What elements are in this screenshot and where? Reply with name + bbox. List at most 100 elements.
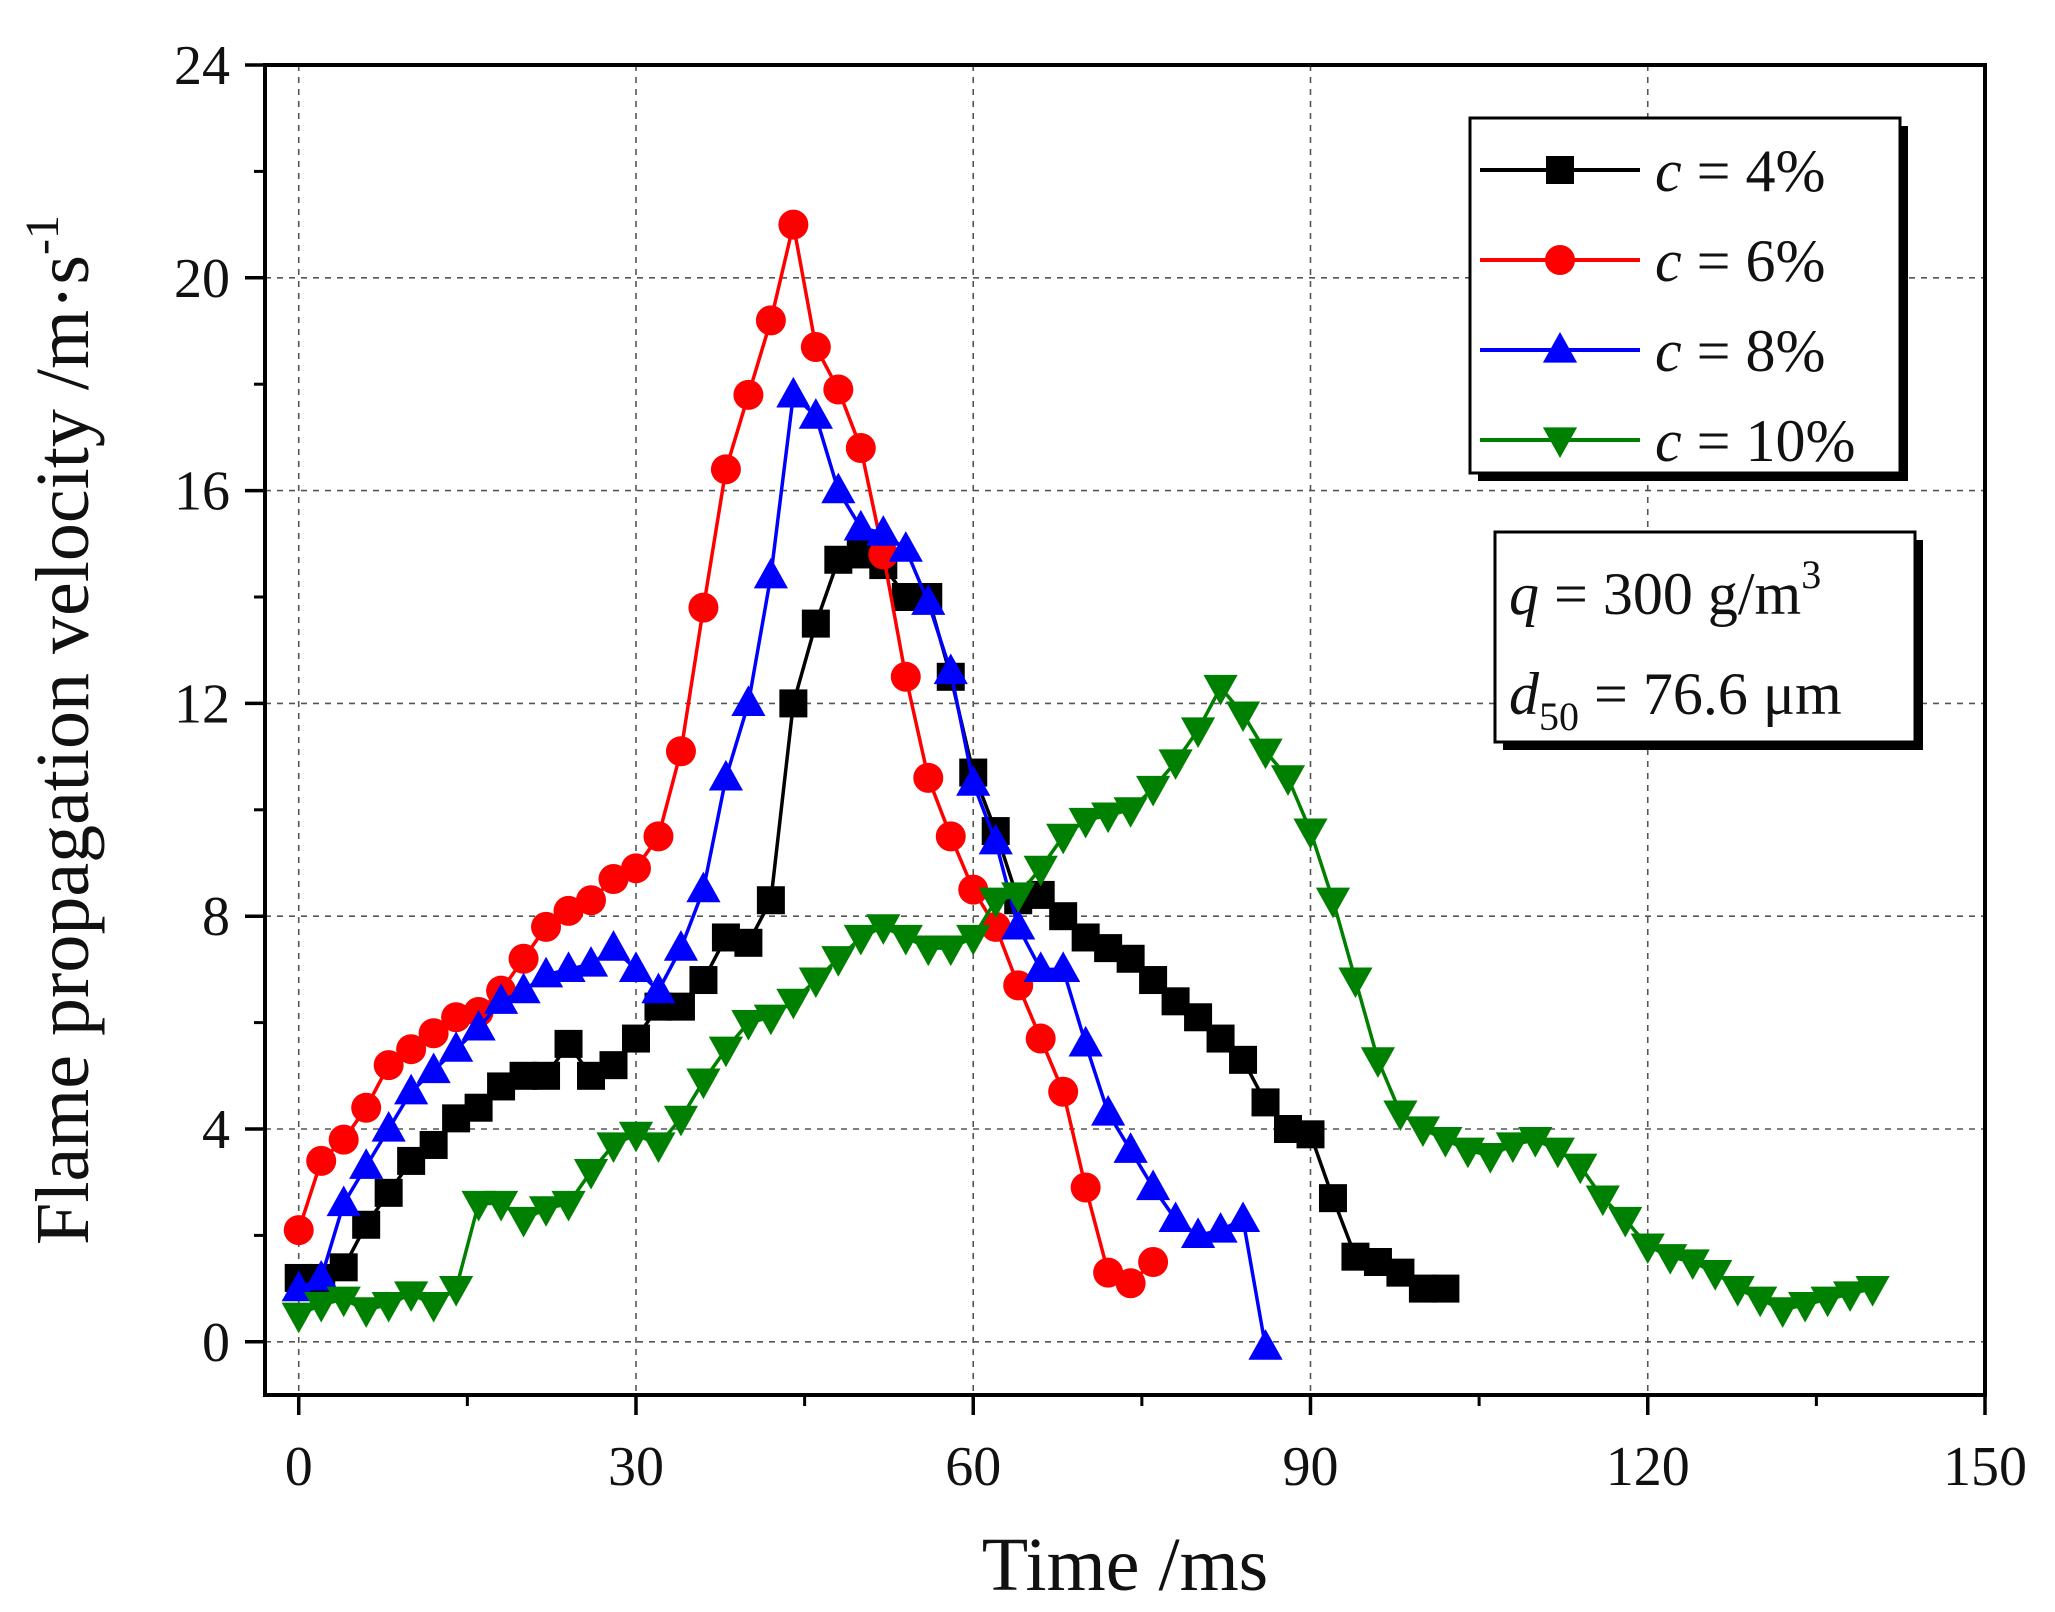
data-point (823, 374, 854, 405)
data-point (394, 1073, 429, 1105)
data-point (618, 951, 654, 982)
series-3 (281, 376, 1283, 1360)
data-point (686, 871, 721, 903)
data-point (1810, 1286, 1845, 1318)
data-point (1675, 1249, 1710, 1280)
data-point (933, 653, 968, 685)
data-point (798, 967, 833, 999)
data-point (573, 946, 609, 977)
data-point (1765, 1297, 1800, 1328)
data-point (531, 911, 562, 942)
data-point (1251, 1088, 1280, 1117)
data-point (1046, 951, 1081, 982)
data-point (1338, 967, 1373, 999)
data-point (978, 887, 1013, 919)
data-point (1001, 882, 1036, 913)
data-point (573, 1158, 609, 1190)
series-layer (281, 209, 1890, 1360)
data-point (461, 1190, 496, 1222)
data-point (980, 911, 1011, 942)
data-point (1091, 802, 1126, 834)
legend-box (1468, 116, 1902, 475)
x-tick-label: 120 (1606, 1436, 1690, 1498)
data-point (328, 1124, 359, 1155)
svg-text:Flame propagation velocity /m·: Flame propagation velocity /m·s-1 (16, 215, 105, 1245)
data-point (351, 1092, 382, 1123)
data-point (528, 1196, 564, 1227)
data-point (663, 930, 699, 961)
data-point (396, 1034, 427, 1065)
data-point (281, 1302, 316, 1334)
data-point (956, 765, 991, 796)
data-point (800, 331, 831, 362)
data-point (688, 592, 719, 623)
x-tick-label: 150 (1943, 1436, 2027, 1498)
data-point (731, 685, 766, 716)
data-point (1025, 1023, 1056, 1054)
data-point (1068, 1025, 1103, 1057)
data-point (1068, 807, 1103, 839)
data-point (868, 539, 899, 570)
data-point (753, 557, 788, 589)
series-4 (281, 674, 1890, 1334)
y-axis-title-text: Flame propagation velocity /m·s (21, 255, 105, 1245)
data-point (1070, 1172, 1101, 1203)
data-point (1158, 749, 1193, 780)
data-point (326, 1286, 361, 1318)
data-point (665, 736, 696, 767)
data-point (843, 509, 878, 541)
legend-label: c = 6% (1655, 228, 1825, 294)
data-point (641, 972, 676, 1004)
data-point (1003, 970, 1034, 1001)
data-point (596, 930, 631, 961)
data-point (1248, 1329, 1283, 1360)
legend-swatch-marker (1542, 332, 1578, 363)
plot-frame (263, 63, 1987, 1397)
data-point (620, 853, 651, 884)
data-point (888, 924, 923, 956)
legend-item: c = 8% (1480, 318, 1825, 384)
data-point (1428, 1127, 1463, 1158)
y-tick-label: 0 (202, 1312, 230, 1374)
data-point (1203, 674, 1238, 706)
data-point (419, 1130, 448, 1159)
data-point (911, 584, 946, 615)
data-point (1023, 951, 1058, 982)
data-point (598, 863, 629, 894)
x-tick-label: 60 (945, 1436, 1001, 1498)
data-point (958, 874, 989, 905)
data-point (708, 759, 744, 791)
data-point (755, 305, 786, 336)
legend: c = 4% c = 6% c = 8% c = 10% (1468, 116, 1908, 481)
data-point (734, 928, 763, 957)
data-point (710, 454, 741, 485)
data-point (1091, 1095, 1126, 1126)
data-point (843, 924, 878, 956)
data-point (1405, 1116, 1441, 1147)
data-point (371, 1111, 406, 1142)
data-point (801, 609, 830, 638)
data-point (866, 515, 901, 546)
series-2 (283, 209, 1169, 1299)
data-point (1832, 1281, 1868, 1312)
x-tick-label: 90 (1282, 1436, 1338, 1498)
data-point (911, 935, 946, 967)
data-point (845, 433, 876, 464)
note-line: d50 = 76.6 μm (1509, 661, 1842, 739)
data-point (821, 472, 856, 504)
data-point (441, 1002, 472, 1033)
data-point (1158, 1201, 1193, 1233)
data-point (1495, 1132, 1530, 1163)
data-point (686, 1068, 721, 1100)
x-tick-label: 30 (608, 1436, 664, 1498)
data-point (553, 895, 584, 926)
data-point (866, 914, 901, 945)
legend-label: c = 10% (1655, 408, 1855, 474)
data-point (1046, 823, 1081, 855)
data-point (349, 1148, 384, 1179)
data-point (551, 1190, 586, 1222)
data-point (1315, 887, 1351, 919)
data-point (416, 1291, 451, 1323)
data-point (349, 1297, 384, 1328)
